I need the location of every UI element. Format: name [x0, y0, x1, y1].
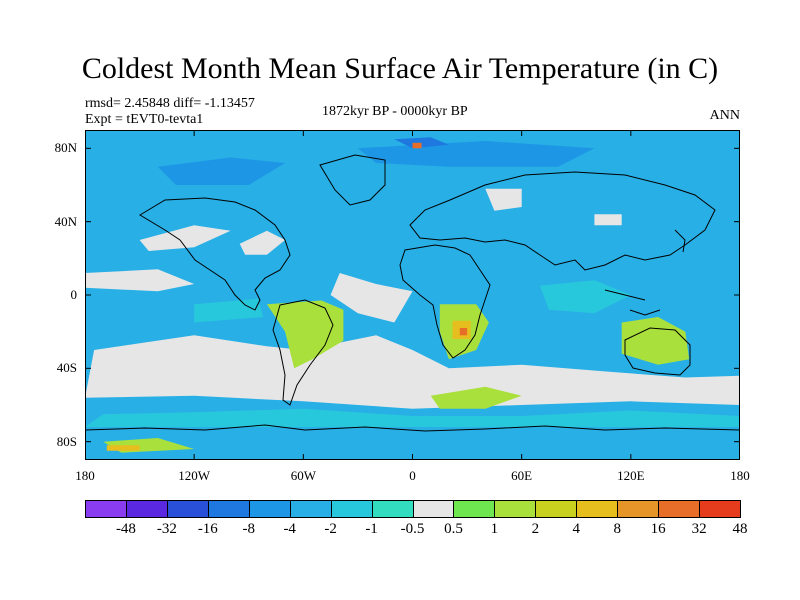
colorbar-label: 32 [691, 521, 707, 537]
contour-region-warm-1-2 [430, 386, 522, 409]
colorbar-label: -16 [197, 521, 218, 537]
experiment-label: Expt = tEVT0-tevta1 [85, 112, 204, 127]
colorbar-label: -8 [242, 521, 256, 537]
contour-region-cold--1 [194, 298, 264, 323]
colorbar-label: -4 [283, 521, 296, 537]
contour-region-near-zero [85, 269, 195, 292]
colorbar-label: 0.5 [444, 521, 463, 537]
colorbar-swatch [166, 500, 209, 518]
colorbar-swatch [412, 500, 455, 518]
colorbar-swatch [289, 500, 332, 518]
contour-region-warm-1-2 [266, 300, 344, 369]
colorbar-label: -0.5 [400, 521, 425, 537]
plot-title: Coldest Month Mean Surface Air Temperatu… [81, 52, 719, 85]
contour-regions [85, 130, 740, 460]
contour-region-warm-orange [412, 142, 422, 149]
colorbar-swatch [658, 500, 701, 518]
colorbar-swatch [453, 500, 496, 518]
map-canvas [85, 130, 740, 460]
coast-south-america [272, 299, 334, 406]
tick-marks [85, 130, 740, 460]
period-label: 1872kyr BP - 0000kyr BP [322, 104, 468, 119]
coast-indonesia [604, 289, 661, 316]
colorbar-swatch [535, 500, 578, 518]
coast-north-america [139, 197, 291, 311]
temperature-map [85, 130, 740, 460]
colorbar-label: -1 [365, 521, 378, 537]
contour-region-warm-4-8 [106, 445, 140, 451]
colorbar-swatch [576, 500, 619, 518]
coast-europe-asia [409, 171, 716, 271]
colorbar-swatch [85, 500, 127, 518]
x-tick-label: 180 [730, 468, 750, 483]
colorbar-swatch [125, 500, 168, 518]
contour-region-near-zero [239, 230, 286, 255]
colorbar-swatch [371, 500, 414, 518]
x-tick-label: 60E [511, 468, 533, 483]
coastlines [85, 154, 740, 432]
colorbar-swatch [207, 500, 250, 518]
contour-region-cold--4 [157, 157, 286, 185]
colorbar-label: 1 [490, 521, 499, 537]
coast-africa [399, 244, 491, 359]
coast-greenland [319, 154, 386, 206]
y-tick-label: 0 [70, 287, 78, 302]
colorbar-label: 2 [531, 521, 540, 537]
season-label: ANN [709, 108, 740, 123]
contour-region-near-zero [594, 214, 622, 226]
colorbar [85, 500, 741, 518]
contour-region-cold--1 [85, 408, 740, 427]
y-tick-label: 40N [54, 213, 77, 229]
y-tick-label: 80S [56, 433, 77, 449]
colorbar-swatch [248, 500, 291, 518]
colorbar-label: 16 [650, 521, 666, 537]
y-tick-label: 80N [54, 140, 77, 156]
contour-region-warm-1-2 [621, 317, 690, 365]
colorbar-label: -32 [156, 521, 177, 537]
x-tick-label: 120E [617, 468, 645, 483]
colorbar-label: -2 [324, 521, 337, 537]
colorbar-label: 4 [572, 521, 581, 537]
colorbar-label: 48 [732, 521, 748, 537]
x-tick-label: 0 [409, 468, 416, 483]
coast-japan [674, 229, 686, 253]
y-tick-label: 40S [56, 360, 77, 376]
colorbar-swatch [699, 500, 741, 518]
contour-region-cold--1 [539, 280, 631, 314]
coast-antarctica [85, 424, 740, 432]
x-tick-label: 180 [75, 468, 95, 483]
coast-australia [624, 327, 691, 376]
contour-region-near-zero [485, 188, 522, 211]
x-tick-label: 120W [178, 468, 211, 483]
colorbar-swatch [617, 500, 660, 518]
stats-text: rmsd= 2.45848 diff= -1.13457 [85, 96, 255, 111]
x-tick-label: 60W [290, 468, 316, 483]
contour-region-near-zero [330, 273, 413, 323]
colorbar-swatch [330, 500, 373, 518]
colorbar-label: 8 [613, 521, 621, 537]
colorbar-label: -48 [115, 521, 136, 537]
colorbar-swatch [494, 500, 537, 518]
contour-region-near-zero [85, 335, 740, 409]
contour-region-near-zero [139, 225, 231, 251]
contour-region-warm-16 [459, 328, 468, 336]
